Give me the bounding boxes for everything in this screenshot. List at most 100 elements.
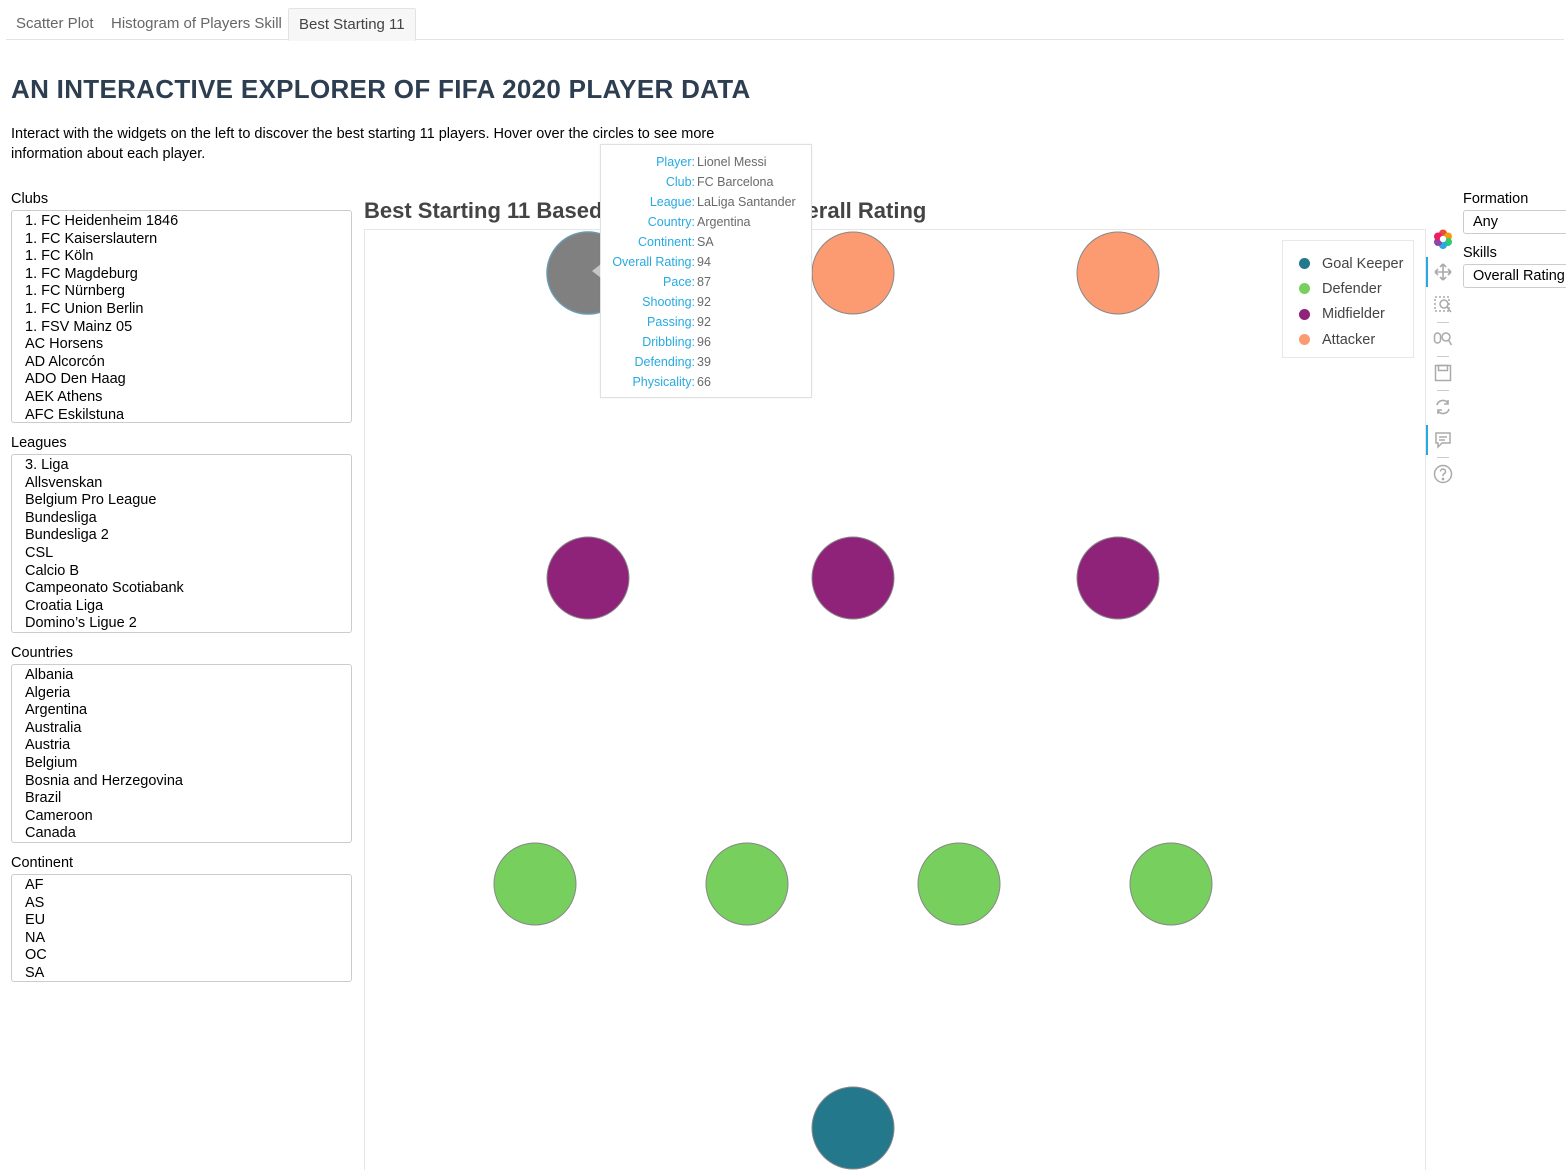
countries-option[interactable]: Cameroon xyxy=(25,807,93,824)
player-marker-defender[interactable] xyxy=(493,842,577,926)
continent-option[interactable]: NA xyxy=(25,929,46,946)
tooltip-key: Pace: xyxy=(663,275,695,289)
countries-option[interactable]: Canada xyxy=(25,825,76,842)
skills-select[interactable]: Overall Rating xyxy=(1463,264,1566,288)
player-marker-attacker[interactable] xyxy=(1076,231,1160,315)
countries-option[interactable]: Belgium xyxy=(25,754,78,771)
legend-swatch xyxy=(1299,258,1310,270)
tooltip-key: Overall Rating: xyxy=(612,255,695,269)
bokeh-logo-icon[interactable] xyxy=(1432,228,1454,250)
countries-option[interactable]: Bosnia and Herzegovina xyxy=(25,772,183,789)
wheel-zoom-icon[interactable] xyxy=(1432,328,1454,350)
tooltip-row: Physicality: 66 xyxy=(601,373,811,393)
player-marker-defender[interactable] xyxy=(1129,842,1213,926)
tab-bar: Scatter Plot Histogram of Players Skill … xyxy=(6,6,1564,41)
clubs-option[interactable]: 1. FC Köln xyxy=(25,248,94,265)
continent-option[interactable]: AS xyxy=(25,894,45,911)
hover-active-indicator xyxy=(1426,425,1428,455)
clubs-option[interactable]: 1. FSV Mainz 05 xyxy=(25,318,133,335)
formation-plot[interactable] xyxy=(364,229,1426,1170)
countries-option[interactable]: Algeria xyxy=(25,684,71,701)
tooltip-row: Continent: SA xyxy=(601,233,811,253)
tooltip-row: League: LaLiga Santander xyxy=(601,193,811,213)
continent-option[interactable]: SA xyxy=(25,964,45,981)
countries-option[interactable]: Australia xyxy=(25,719,82,736)
leagues-option[interactable]: Domino’s Ligue 2 xyxy=(25,615,137,632)
toolbar-divider xyxy=(1437,457,1449,458)
leagues-option[interactable]: CSL xyxy=(25,544,54,561)
leagues-option[interactable]: Allsvenskan xyxy=(25,474,103,491)
clubs-option[interactable]: AFC Eskilstuna xyxy=(25,406,125,423)
tooltip-row: Dribbling: 96 xyxy=(601,333,811,353)
clubs-option[interactable]: 1. FC Nürnberg xyxy=(25,283,125,300)
clubs-option[interactable]: 1. FC Heidenheim 1846 xyxy=(25,213,179,229)
plot-toolbar xyxy=(1426,226,1460,496)
intro-text: Interact with the widgets on the left to… xyxy=(11,126,715,162)
leagues-option[interactable]: Croatia Liga xyxy=(25,597,104,614)
continent-multiselect[interactable]: AF AS EU NA OC SA xyxy=(11,874,352,982)
clubs-option[interactable]: AD Alcorcón xyxy=(25,353,105,370)
clubs-option[interactable]: 1. FC Union Berlin xyxy=(25,300,144,317)
box-zoom-icon[interactable] xyxy=(1432,294,1454,316)
tooltip-key: Club: xyxy=(665,175,695,189)
tooltip-key: League: xyxy=(649,195,695,209)
tooltip-value: 39 xyxy=(697,355,711,369)
tooltip-value: SA xyxy=(697,235,714,249)
countries-option[interactable]: Brazil xyxy=(25,790,62,807)
continent-option[interactable]: OC xyxy=(25,947,47,964)
continent-option[interactable]: AF xyxy=(25,877,44,893)
countries-option[interactable]: Austria xyxy=(25,737,71,754)
save-icon[interactable] xyxy=(1432,362,1454,384)
leagues-option[interactable]: Campeonato Scotiabank xyxy=(25,580,184,597)
tooltip-row: Overall Rating: 94 xyxy=(601,253,811,273)
tooltip-value: 92 xyxy=(697,315,711,329)
tooltip-key: Country: xyxy=(647,215,695,229)
clubs-option[interactable]: ADO Den Haag xyxy=(25,371,126,388)
tooltip-value: 92 xyxy=(697,295,711,309)
leagues-option[interactable]: Belgium Pro League xyxy=(25,492,157,509)
reset-icon[interactable] xyxy=(1432,396,1454,418)
toolbar-divider xyxy=(1437,356,1449,357)
tooltip-key: Defending: xyxy=(634,355,695,369)
formation-select[interactable]: Any xyxy=(1463,210,1566,234)
continent-option[interactable]: EU xyxy=(25,912,46,929)
leagues-option[interactable]: Calcio B xyxy=(25,562,79,579)
legend-label: Goal Keeper xyxy=(1322,255,1404,272)
clubs-option[interactable]: 1. FC Magdeburg xyxy=(25,265,138,282)
tooltip-value: Argentina xyxy=(697,215,751,229)
tab-best-starting-11[interactable]: Best Starting 11 xyxy=(288,8,416,41)
pan-icon[interactable] xyxy=(1432,261,1454,283)
player-marker-midfielder[interactable] xyxy=(811,536,895,620)
tab-scatter-plot[interactable]: Scatter Plot xyxy=(16,15,94,32)
leagues-multiselect[interactable]: 3. Liga Allsvenskan Belgium Pro League Bund… xyxy=(11,454,352,633)
countries-option[interactable]: Albania xyxy=(25,667,74,683)
player-marker-defender[interactable] xyxy=(917,842,1001,926)
countries-label: Countries xyxy=(11,645,74,661)
help-icon[interactable] xyxy=(1432,463,1454,485)
tooltip-value: 96 xyxy=(697,335,711,349)
plot-legend: Goal Keeper Defender Midfielder Attacker xyxy=(1282,240,1414,358)
pan-active-indicator xyxy=(1426,257,1428,287)
clubs-option[interactable]: AEK Athens xyxy=(25,388,103,405)
tooltip-key: Player: xyxy=(656,155,695,169)
player-marker-midfielder[interactable] xyxy=(546,536,630,620)
player-marker-attacker[interactable] xyxy=(811,231,895,315)
leagues-option[interactable]: Bundesliga xyxy=(25,509,97,526)
leagues-option[interactable]: 3. Liga xyxy=(25,457,69,473)
player-marker-goal-keeper[interactable] xyxy=(811,1086,895,1170)
player-marker-midfielder[interactable] xyxy=(1076,536,1160,620)
tab-histogram[interactable]: Histogram of Players Skill xyxy=(111,15,282,32)
legend-item: Goal Keeper xyxy=(1283,251,1413,276)
countries-multiselect[interactable]: Albania Algeria Argentina Australia Austria B… xyxy=(11,664,352,843)
clubs-option[interactable]: AC Horsens xyxy=(25,336,104,353)
tooltip-key: Passing: xyxy=(647,315,695,329)
legend-swatch xyxy=(1299,283,1310,295)
clubs-option[interactable]: 1. FC Kaiserslautern xyxy=(25,230,158,247)
leagues-option[interactable]: Bundesliga 2 xyxy=(25,527,109,544)
legend-label: Defender xyxy=(1322,280,1382,297)
clubs-multiselect[interactable]: 1. FC Heidenheim 1846 1. FC Kaiserslauter… xyxy=(11,210,352,423)
countries-option[interactable]: Argentina xyxy=(25,702,88,719)
player-marker-defender[interactable] xyxy=(705,842,789,926)
tooltip-value: 87 xyxy=(697,275,711,289)
hover-icon[interactable] xyxy=(1432,429,1454,451)
